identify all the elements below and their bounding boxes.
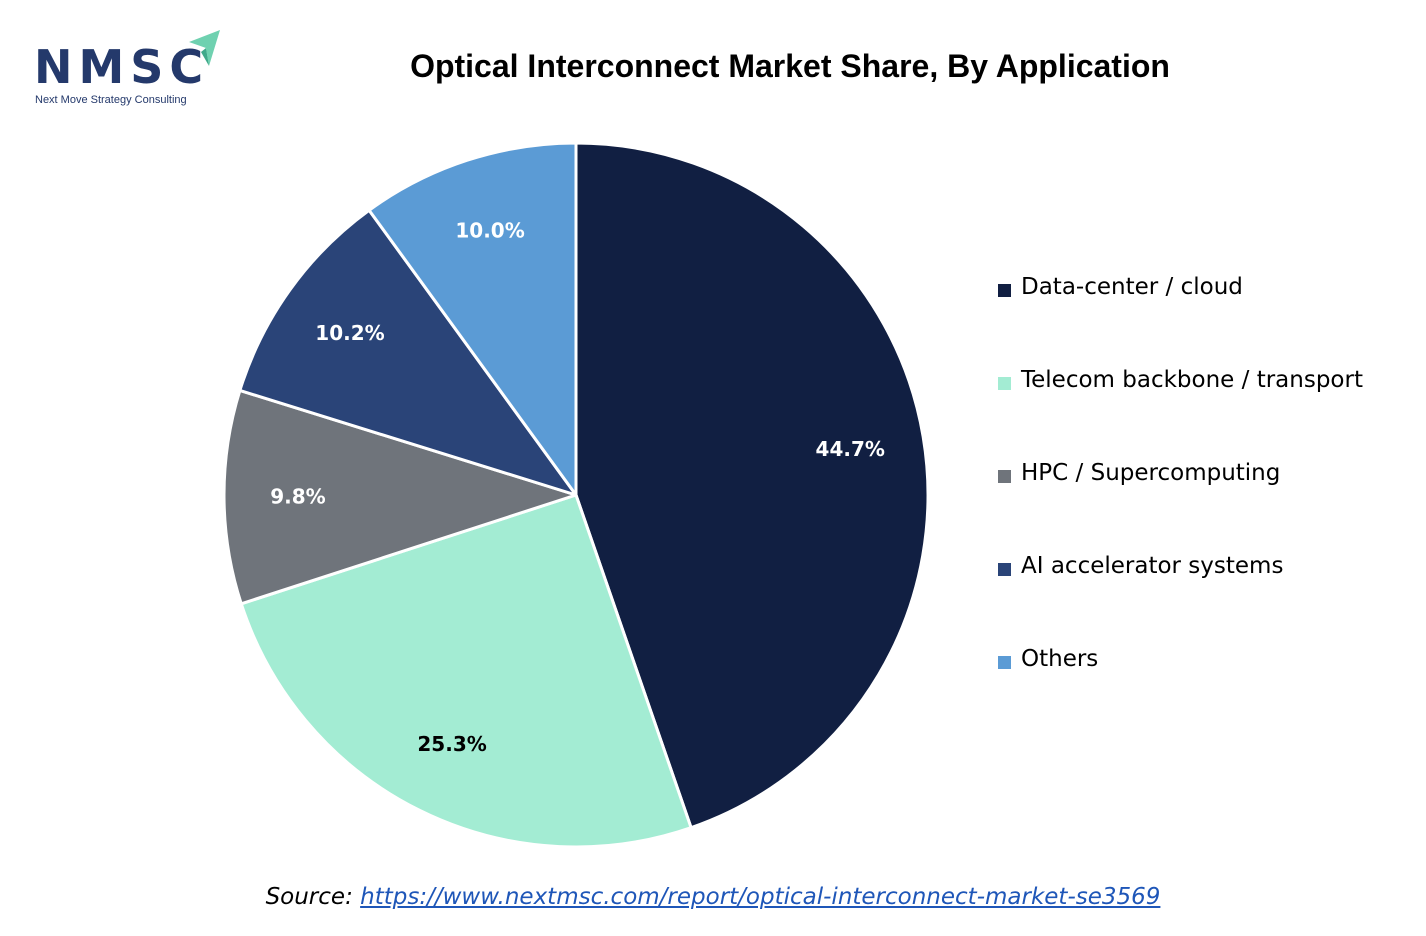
arrow-logo-icon [189,30,220,66]
legend-label: Data-center / cloud [1021,274,1243,300]
source-prefix: Source: [265,884,361,910]
pie-slice-others [367,141,578,497]
logo-letters: NMSC [34,40,210,94]
source-line: Source: https://www.nextmsc.com/report/o… [0,884,1426,910]
legend-swatch [998,377,1011,390]
nmsc-logo: NMSC Next Move Strategy Consulting [32,28,232,110]
legend-label: HPC / Supercomputing [1021,460,1281,486]
data-label: 9.8% [270,485,325,509]
legend-swatch [998,470,1011,483]
legend-label: AI accelerator systems [1021,553,1284,579]
legend-swatch [998,563,1011,576]
logo-tagline: Next Move Strategy Consulting [35,94,187,106]
legend-label: Telecom backbone / transport [1021,367,1363,393]
legend-swatch [998,284,1011,297]
pie-slice-hpc-supercomputing [222,388,578,606]
chart-title: Optical Interconnect Market Share, By Ap… [410,48,1170,84]
data-label: 44.7% [816,437,885,461]
source-link[interactable]: https://www.nextmsc.com/report/optical-i… [360,884,1161,910]
pie-slice-telecom-backbone-transport [239,493,693,849]
data-label: 25.3% [417,732,486,756]
data-label: 10.0% [455,219,524,243]
legend-swatch [998,656,1011,669]
legend-label: Others [1021,646,1099,672]
pie-slice-data-center-cloud [574,141,930,830]
pie-slice-ai-accelerator-systems [238,208,578,497]
data-label: 10.2% [315,321,384,345]
